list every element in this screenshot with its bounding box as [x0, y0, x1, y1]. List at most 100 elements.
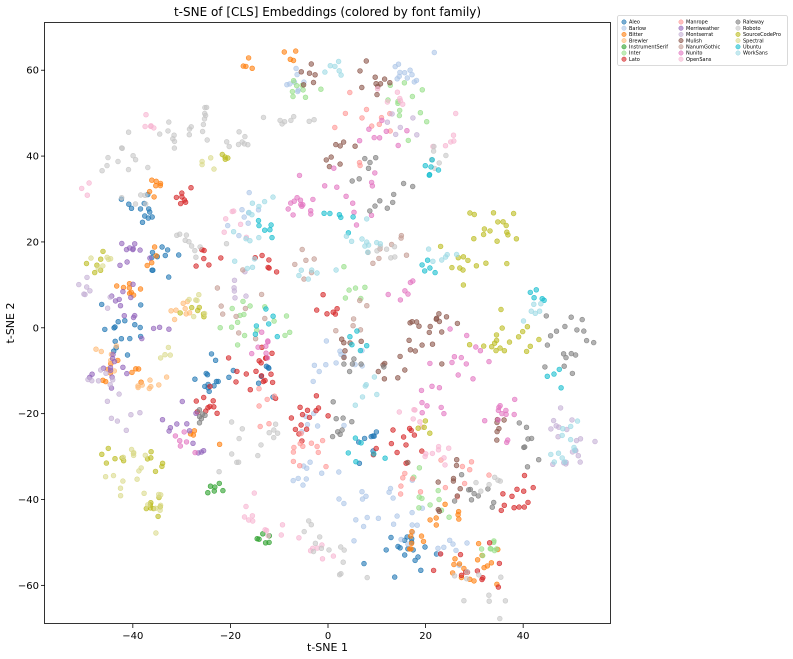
- point-roboto: [188, 243, 195, 249]
- point-sourcecodepro: [473, 263, 480, 269]
- legend-marker: [678, 19, 684, 25]
- point-raleway: [471, 490, 477, 497]
- point-inter: [436, 496, 442, 503]
- point-nunito: [402, 288, 408, 294]
- point-barlow: [246, 189, 252, 196]
- point-lato: [430, 567, 437, 574]
- point-ubuntu: [253, 323, 260, 329]
- point-ubuntu: [428, 164, 434, 170]
- point-opensans: [384, 99, 391, 105]
- legend-item-ubuntu: Ubuntu: [735, 44, 761, 51]
- point-raleway: [340, 415, 346, 421]
- point-raleway: [489, 504, 495, 510]
- point-worksans: [332, 63, 338, 70]
- point-mulish: [323, 157, 329, 163]
- point-barlow: [311, 362, 318, 368]
- point-barlow: [359, 489, 365, 495]
- point-lato: [265, 264, 271, 271]
- point-opensans: [221, 229, 227, 235]
- point-roboto: [138, 192, 144, 198]
- point-montserrat: [243, 293, 249, 299]
- point-raleway: [523, 424, 530, 430]
- point-nunito: [436, 385, 443, 391]
- point-lato: [330, 309, 336, 315]
- point-merriweather: [166, 326, 172, 332]
- legend-item-nanumgothic: NanumGothic: [678, 44, 720, 51]
- point-mulish: [300, 82, 307, 88]
- point-raleway: [333, 416, 339, 422]
- point-sourcecodepro: [103, 460, 110, 466]
- point-merriweather: [156, 324, 163, 330]
- point-bitter: [149, 260, 155, 266]
- point-ubuntu: [541, 297, 547, 303]
- point-roboto: [473, 479, 479, 486]
- point-nunito: [366, 126, 372, 132]
- point-ubuntu: [533, 287, 539, 293]
- point-manrope: [402, 470, 408, 477]
- point-inter: [401, 80, 408, 86]
- point-merriweather: [190, 440, 196, 446]
- point-nunito: [376, 135, 383, 141]
- point-barlow: [409, 522, 415, 528]
- point-worksans: [561, 459, 568, 465]
- point-aleo: [122, 318, 128, 324]
- point-montserrat: [389, 111, 395, 117]
- series-spectral: [88, 155, 217, 536]
- point-aleo: [115, 319, 121, 325]
- point-worksans: [251, 256, 258, 262]
- point-roboto: [486, 481, 492, 488]
- point-nunito: [405, 291, 411, 297]
- point-roboto: [229, 451, 235, 457]
- point-mulish: [340, 139, 347, 145]
- point-barlow: [409, 509, 415, 516]
- point-roboto: [486, 598, 492, 604]
- point-lato: [292, 426, 299, 433]
- series-ubuntu: [252, 157, 564, 465]
- point-nunito: [177, 443, 184, 449]
- point-roboto: [145, 164, 151, 171]
- point-mulish: [443, 314, 450, 320]
- point-merriweather: [120, 364, 126, 370]
- point-mulish: [395, 375, 401, 381]
- point-aleo: [206, 388, 212, 395]
- x-tick-label: 40: [517, 631, 530, 642]
- point-lato: [516, 504, 522, 510]
- point-roboto: [502, 598, 509, 604]
- point-bitter: [481, 564, 487, 571]
- point-opensans: [451, 138, 457, 144]
- point-lato: [501, 502, 507, 508]
- point-ubuntu: [371, 451, 377, 457]
- point-inter: [234, 342, 241, 348]
- point-mulish: [427, 323, 433, 330]
- point-raleway: [516, 420, 522, 426]
- point-aleo: [388, 534, 394, 541]
- series-worksans: [230, 58, 581, 465]
- point-lato: [394, 449, 400, 456]
- point-ubuntu: [252, 331, 259, 337]
- point-lato: [388, 440, 395, 447]
- point-roboto: [498, 574, 504, 580]
- x-tick-label: 0: [325, 631, 331, 642]
- point-aleo: [126, 201, 132, 207]
- point-merriweather: [147, 255, 153, 261]
- point-opensans: [435, 447, 442, 453]
- point-opensans: [263, 527, 270, 534]
- point-raleway: [351, 356, 357, 362]
- point-mulish: [426, 329, 432, 336]
- point-ubuntu: [353, 459, 359, 465]
- point-roboto: [272, 421, 279, 427]
- point-nanumgothic: [218, 303, 224, 309]
- point-spectral: [120, 454, 127, 460]
- point-lato: [207, 383, 213, 390]
- point-ubuntu: [270, 313, 276, 319]
- point-bitter: [451, 561, 457, 568]
- point-brewler: [168, 308, 174, 314]
- point-sourcecodepro: [500, 219, 506, 225]
- point-nunito: [263, 343, 269, 349]
- point-lato: [273, 269, 280, 275]
- point-brewler: [135, 384, 141, 391]
- point-worksans: [333, 267, 339, 273]
- point-barlow: [241, 214, 247, 220]
- point-worksans: [559, 455, 565, 461]
- point-lato: [500, 491, 506, 497]
